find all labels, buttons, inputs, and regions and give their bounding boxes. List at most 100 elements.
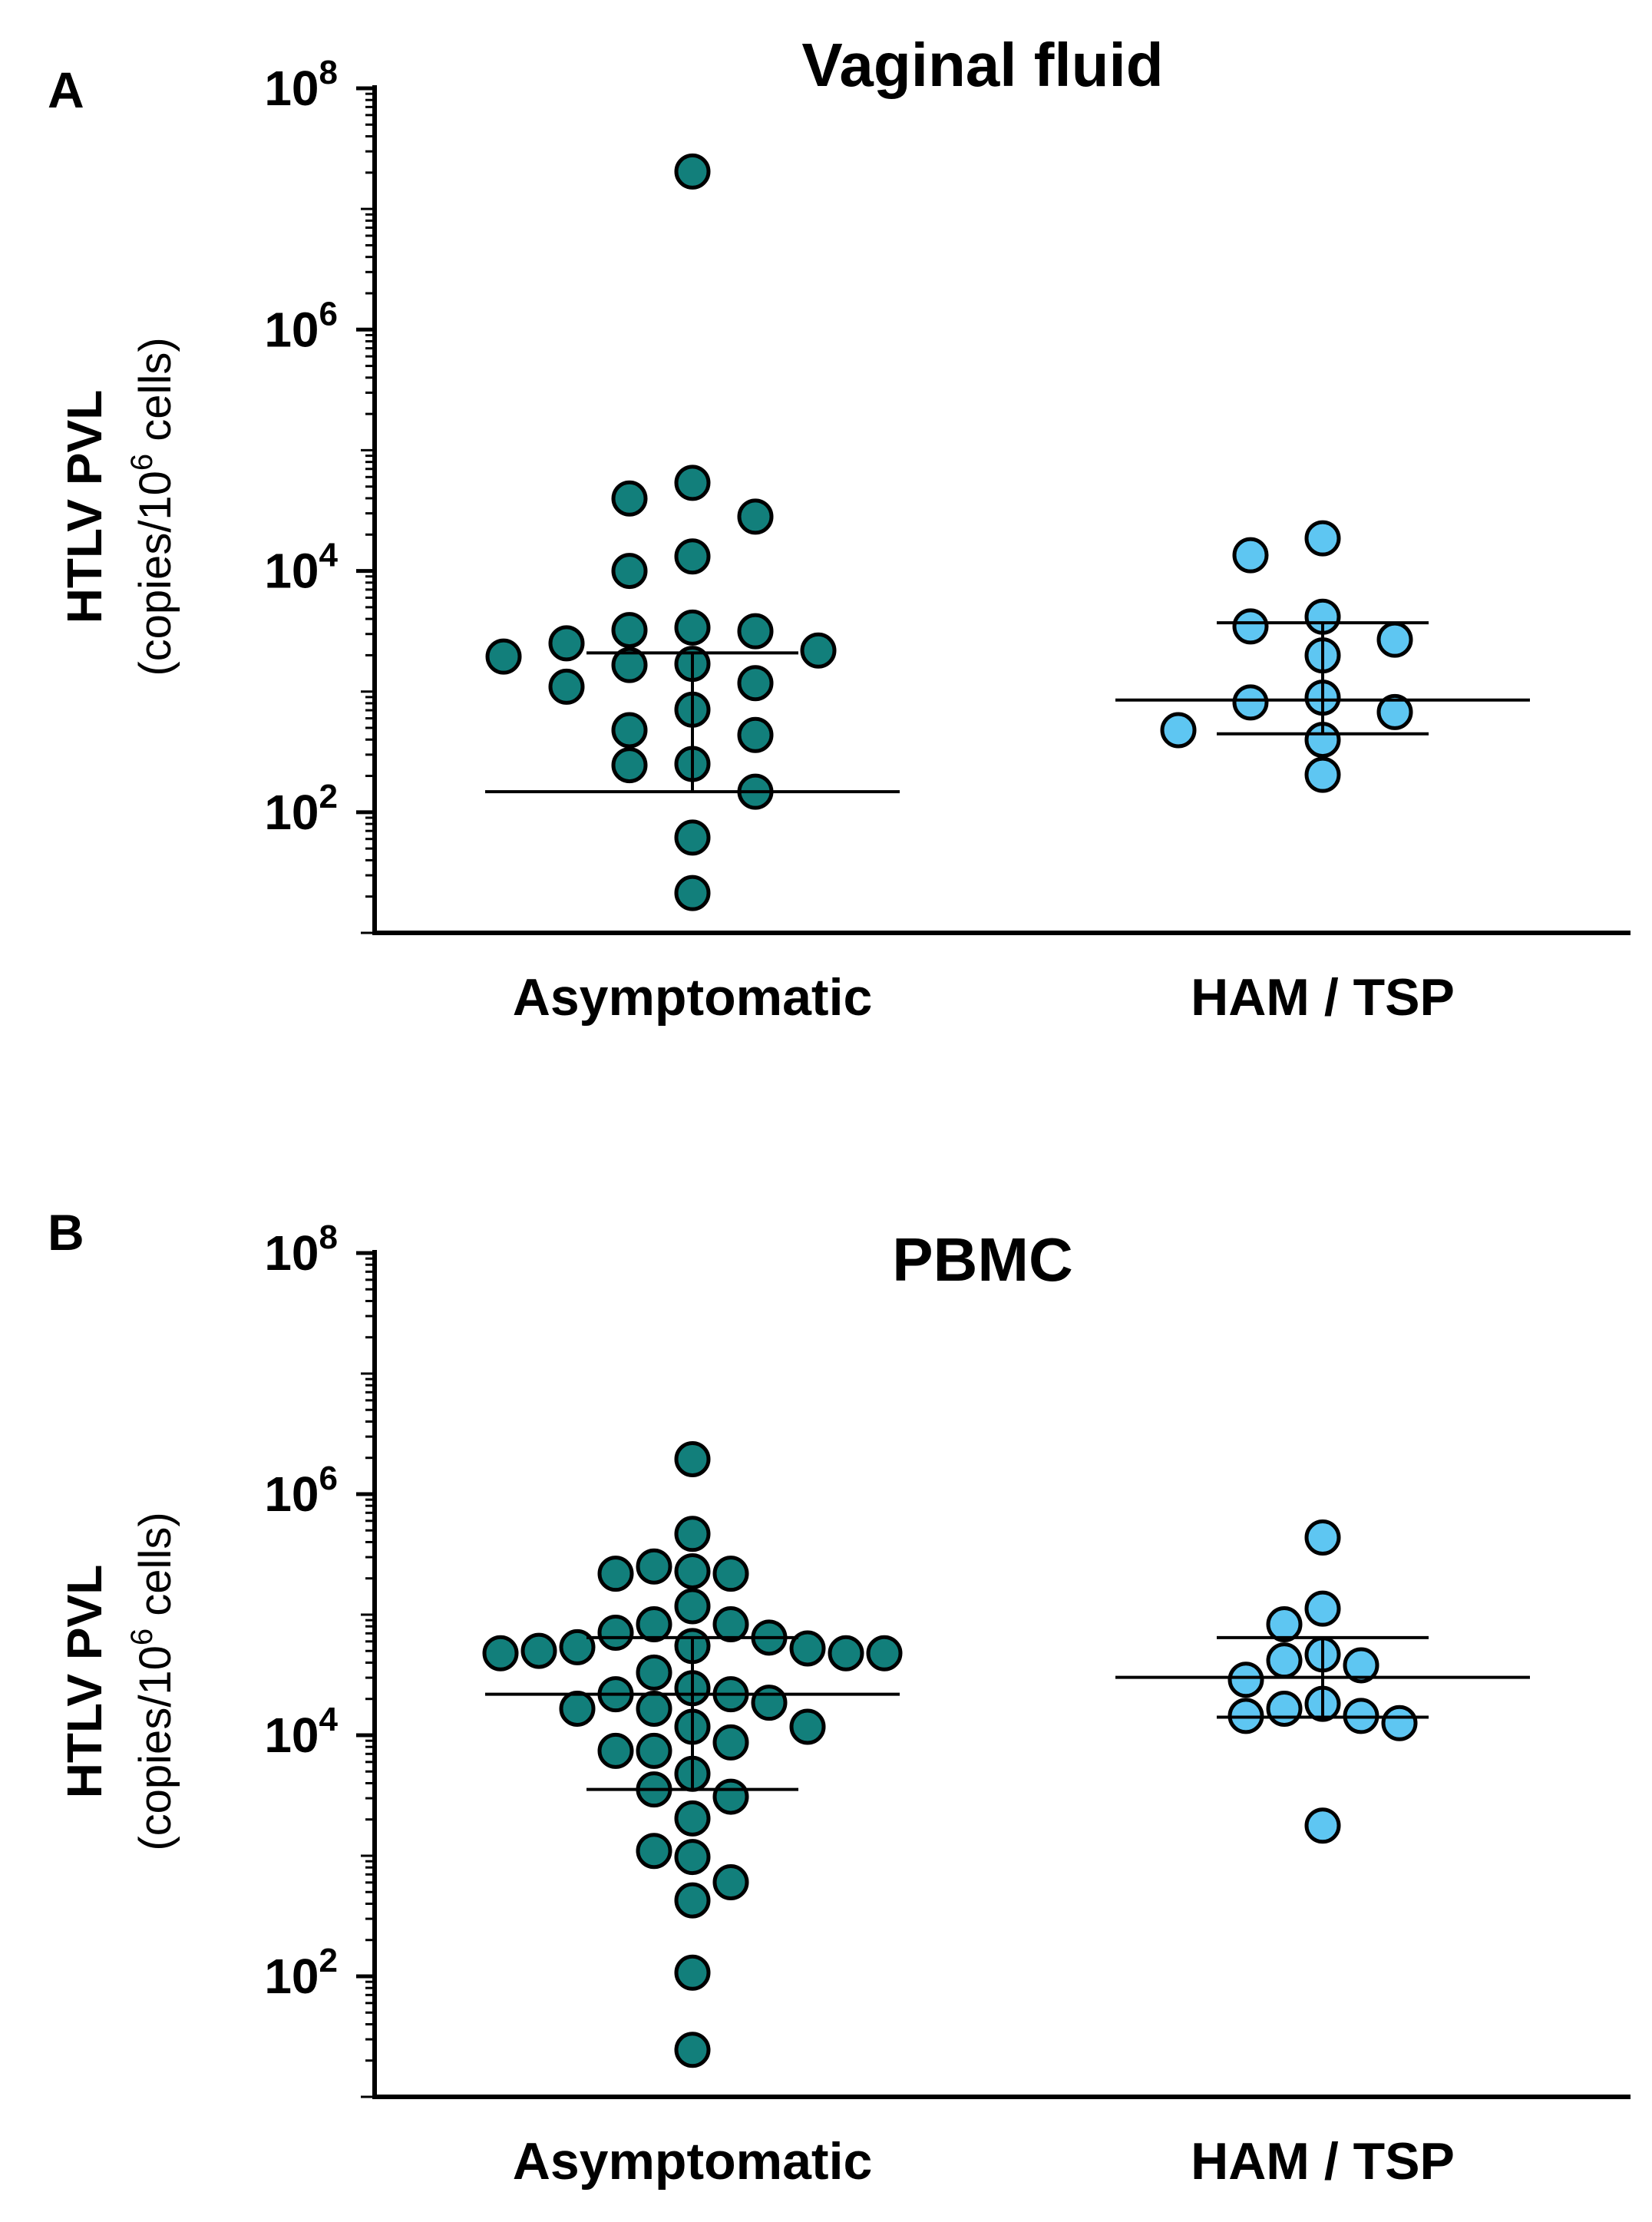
data-point	[1304, 756, 1341, 793]
x-tick-label: Asymptomatic	[513, 968, 873, 1027]
data-point	[674, 609, 711, 646]
data-point	[597, 1732, 634, 1769]
data-point	[674, 819, 711, 856]
data-point	[548, 668, 585, 705]
data-point	[559, 1628, 596, 1665]
data-point	[1381, 1705, 1418, 1741]
data-point	[636, 1548, 672, 1585]
series-asymptomatic	[485, 153, 900, 911]
data-point	[559, 1690, 596, 1727]
x-tick-label: Asymptomatic	[513, 2132, 873, 2191]
data-point	[636, 1833, 672, 1870]
y-axis-unit-exponent: 6	[125, 1628, 159, 1645]
data-point	[1232, 608, 1269, 645]
data-point	[737, 665, 774, 702]
y-axis-title: HTLV PVL (copies/106 cells)	[57, 337, 180, 676]
y-tick-base: 10	[264, 785, 319, 840]
data-point	[674, 153, 711, 190]
data-point	[828, 1635, 864, 1671]
data-point	[674, 1839, 711, 1876]
data-point	[1304, 1590, 1341, 1627]
data-point	[674, 1954, 711, 1991]
data-point	[485, 638, 522, 675]
data-point	[1343, 1647, 1379, 1684]
data-point	[1304, 520, 1341, 557]
data-point	[1227, 1662, 1264, 1698]
data-point	[674, 1882, 711, 1919]
data-point	[611, 553, 648, 590]
data-point	[482, 1635, 519, 1671]
y-tick-exponent: 6	[319, 1460, 338, 1497]
data-point	[800, 632, 837, 669]
y-tick-label: 106	[264, 295, 338, 357]
data-point	[789, 1708, 826, 1745]
y-axis-unit: (copies/106 cells)	[125, 337, 180, 676]
data-point	[611, 612, 648, 649]
data-point	[1266, 1642, 1303, 1679]
data-point	[1304, 1807, 1341, 1844]
data-point	[674, 1800, 711, 1837]
y-tick-label: 102	[264, 1942, 338, 2004]
data-point	[674, 1552, 711, 1589]
y-tick-base: 10	[264, 1708, 319, 1763]
y-tick-exponent: 4	[319, 537, 339, 574]
data-point	[674, 538, 711, 575]
y-tick-base: 10	[264, 302, 319, 357]
y-tick-base: 10	[264, 61, 319, 116]
data-point	[611, 646, 648, 683]
y-tick-label: 108	[264, 54, 338, 116]
data-point	[712, 1556, 749, 1592]
x-tick-label: HAM / TSP	[1191, 968, 1455, 1027]
data-point	[597, 1615, 634, 1652]
data-point	[712, 1778, 749, 1815]
data-point	[611, 747, 648, 784]
series-ham-tsp	[1115, 520, 1530, 793]
y-tick-exponent: 4	[319, 1701, 339, 1738]
y-tick-exponent: 8	[319, 54, 338, 91]
data-point	[712, 1724, 749, 1761]
y-axis-label: HTLV PVL	[57, 1565, 112, 1799]
series-ham-tsp	[1115, 1519, 1530, 1844]
data-point	[712, 1606, 749, 1643]
y-axis-title: HTLV PVL (copies/106 cells)	[57, 1512, 180, 1850]
panel-label: A	[48, 61, 84, 118]
data-point	[611, 712, 648, 749]
data-point	[611, 480, 648, 517]
chart-title: Vaginal fluid	[801, 31, 1163, 99]
y-tick-exponent: 2	[319, 778, 338, 815]
data-point	[674, 465, 711, 501]
y-tick-exponent: 2	[319, 1942, 338, 1979]
y-tick-base: 10	[264, 1466, 319, 1522]
y-axis-unit-prefix: (copies/10	[131, 1645, 180, 1851]
data-point	[1232, 684, 1269, 721]
data-point	[636, 1606, 672, 1643]
y-tick-label: 104	[264, 1701, 338, 1763]
data-point	[1266, 1690, 1303, 1727]
y-axis-unit-suffix: cells)	[131, 1512, 180, 1628]
data-point	[674, 1516, 711, 1552]
data-point	[789, 1630, 826, 1667]
data-point	[1160, 712, 1197, 749]
data-point	[1376, 621, 1413, 658]
y-tick-base: 10	[264, 1949, 319, 2004]
y-tick-label: 106	[264, 1460, 338, 1522]
y-tick-base: 10	[264, 544, 319, 599]
y-axis-unit-suffix: cells)	[131, 337, 180, 453]
y-tick-label: 108	[264, 1218, 338, 1281]
data-point	[548, 625, 585, 662]
series-asymptomatic	[482, 1440, 903, 2068]
data-point	[737, 716, 774, 753]
data-point	[674, 2032, 711, 2068]
data-point	[737, 613, 774, 650]
data-point	[737, 498, 774, 535]
panel-label: B	[48, 1204, 84, 1261]
y-tick-base: 10	[264, 1225, 319, 1281]
y-axis-unit: (copies/106 cells)	[125, 1512, 180, 1850]
data-point	[751, 1685, 788, 1721]
data-point	[636, 1654, 672, 1691]
y-axis-label: HTLV PVL	[57, 390, 112, 624]
data-point	[674, 1440, 711, 1477]
